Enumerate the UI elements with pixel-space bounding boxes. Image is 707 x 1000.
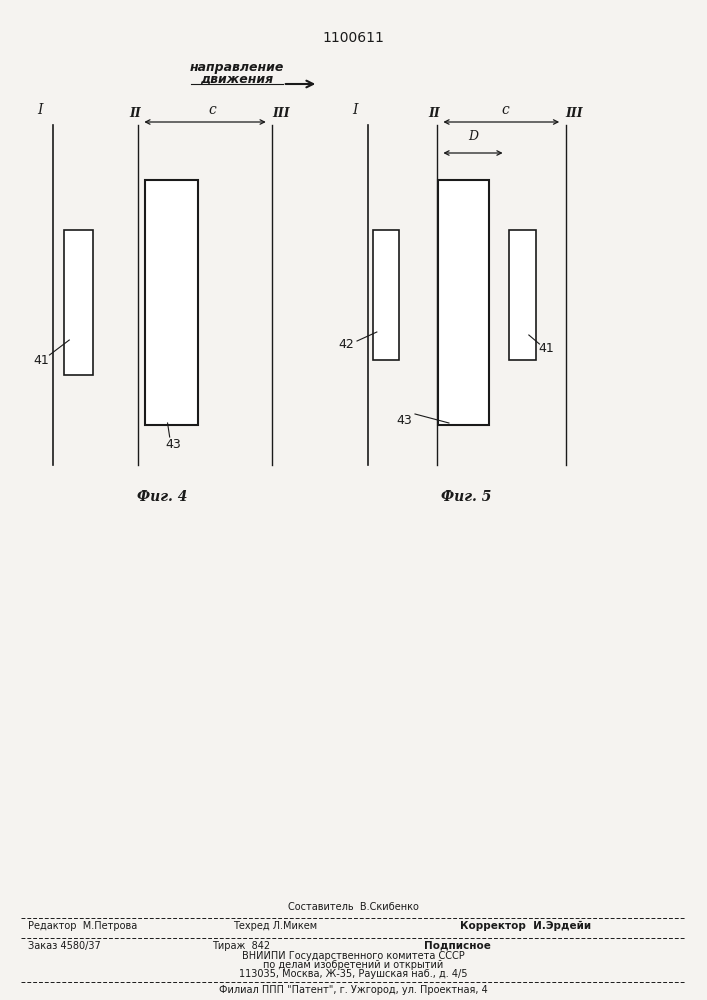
- Text: Корректор  И.Эрдейи: Корректор И.Эрдейи: [460, 921, 590, 931]
- Text: Техред Л.Микем: Техред Л.Микем: [233, 921, 317, 931]
- Text: c: c: [209, 103, 216, 117]
- Text: II: II: [129, 107, 141, 120]
- Text: 113035, Москва, Ж-35, Раушская наб., д. 4/5: 113035, Москва, Ж-35, Раушская наб., д. …: [239, 969, 468, 979]
- Text: Фиг. 4: Фиг. 4: [137, 490, 188, 504]
- Text: по делам изобретений и открытий: по делам изобретений и открытий: [264, 960, 443, 970]
- Text: Заказ 4580/37: Заказ 4580/37: [28, 941, 101, 951]
- Text: II: II: [428, 107, 440, 120]
- Text: Фиг. 5: Фиг. 5: [441, 490, 492, 504]
- Text: Составитель  В.Скибенко: Составитель В.Скибенко: [288, 902, 419, 912]
- Text: Подписное: Подписное: [424, 941, 491, 951]
- Text: I: I: [37, 103, 43, 117]
- Text: Филиал ППП "Патент", г. Ужгород, ул. Проектная, 4: Филиал ППП "Патент", г. Ужгород, ул. Про…: [219, 985, 488, 995]
- Text: c: c: [501, 103, 508, 117]
- Text: движения: движения: [200, 73, 274, 86]
- Text: I: I: [352, 103, 358, 117]
- Text: направление: направление: [189, 60, 284, 74]
- Text: 43: 43: [397, 414, 412, 426]
- Text: D: D: [468, 130, 478, 143]
- Bar: [509, 230, 536, 360]
- Text: 41: 41: [539, 342, 554, 355]
- Bar: [64, 230, 93, 375]
- Text: 41: 41: [33, 354, 49, 366]
- Text: 43: 43: [165, 438, 181, 452]
- Text: 42: 42: [339, 338, 354, 352]
- Text: III: III: [272, 107, 289, 120]
- Text: ВНИИПИ Государственного комитета СССР: ВНИИПИ Государственного комитета СССР: [242, 951, 465, 961]
- Text: Тираж  842: Тираж 842: [212, 941, 270, 951]
- Bar: [373, 230, 399, 360]
- Bar: [145, 180, 198, 425]
- Text: III: III: [566, 107, 583, 120]
- Bar: [438, 180, 489, 425]
- Text: 1100611: 1100611: [322, 31, 385, 45]
- Text: Редактор  М.Петрова: Редактор М.Петрова: [28, 921, 138, 931]
